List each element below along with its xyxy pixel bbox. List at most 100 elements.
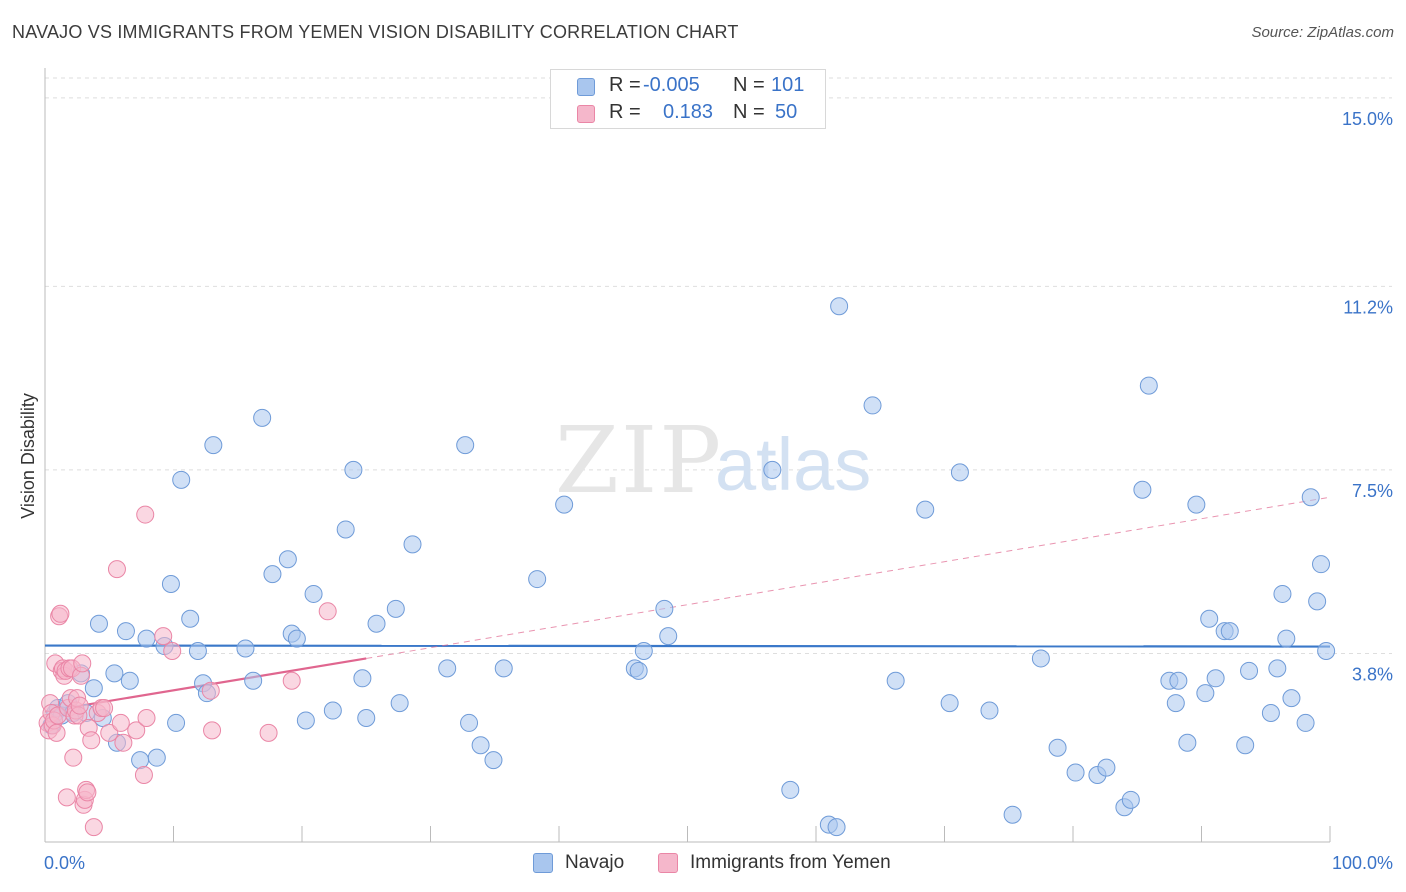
navajo-point [161, 575, 180, 594]
navajo-point [188, 642, 207, 660]
navajo-point [1312, 555, 1331, 574]
navajo-point [1200, 609, 1219, 628]
yemen-point [57, 788, 76, 807]
yemen-point [107, 560, 126, 579]
yemen-point [201, 681, 220, 700]
navajo-point [763, 460, 782, 479]
navajo-point [555, 495, 574, 514]
navajo-point [655, 599, 674, 618]
yemen-point [100, 723, 119, 742]
legend-swatch-yemen [577, 105, 595, 123]
navajo-point [323, 701, 342, 720]
navajo-point [89, 614, 108, 633]
navajo-point [244, 671, 263, 690]
x-tick-label: 0.0% [44, 853, 85, 873]
navajo-point [456, 436, 475, 455]
navajo-point [528, 570, 547, 589]
navajo-point [980, 701, 999, 720]
legend-swatch-navajo [577, 78, 595, 96]
navajo-point [287, 629, 306, 648]
yemen-point [203, 721, 222, 740]
navajo-point [116, 622, 135, 641]
navajo-point [236, 639, 255, 658]
navajo-point [1178, 733, 1197, 752]
navajo-point [1317, 642, 1336, 660]
navajo-point [1048, 738, 1067, 757]
navajo-point [1268, 659, 1287, 678]
navajo-point [1187, 495, 1206, 514]
navajo-point [1003, 805, 1022, 824]
yemen-point [154, 627, 173, 646]
legend-n-label: N = [733, 101, 765, 123]
navajo-point [84, 679, 103, 698]
y-tick-label: 15.0% [1342, 109, 1393, 129]
navajo-point [1220, 622, 1239, 641]
navajo-point [471, 736, 490, 755]
navajo-point [204, 436, 223, 455]
navajo-point [1139, 376, 1158, 395]
navajo-point [1308, 592, 1327, 611]
navajo-point [147, 748, 166, 767]
y-axis-label: Vision Disability [18, 393, 38, 519]
trend-lines [44, 496, 1331, 713]
navajo-point [296, 711, 315, 730]
navajo-point [1121, 790, 1140, 809]
bottom-legend-label-yemen: Immigrants from Yemen [690, 852, 891, 873]
navajo-point [1282, 689, 1301, 708]
navajo-point [120, 671, 139, 690]
navajo-point [438, 659, 457, 678]
navajo-point [1206, 669, 1225, 688]
yemen-point [95, 699, 114, 718]
navajo-point [1169, 671, 1188, 690]
legend-row-navajo: R = -0.005 N = 101 [551, 74, 825, 100]
y-tick-label: 3.8% [1352, 664, 1393, 684]
navajo-point [367, 614, 386, 633]
bottom-legend-swatch-navajo [533, 853, 553, 873]
bottom-legend-label-navajo: Navajo [565, 852, 625, 873]
yemen-point [136, 505, 155, 524]
navajo-point [386, 599, 405, 618]
yemen-point [64, 748, 83, 767]
navajo-point [494, 659, 513, 678]
source-label: Source: ZipAtlas.com [1251, 24, 1394, 41]
legend-n-value: 101 [771, 74, 805, 96]
yemen-trend-line-extended [366, 496, 1331, 659]
navajo-point [167, 713, 186, 732]
navajo-point [357, 708, 376, 727]
navajo-point [460, 713, 479, 732]
navajo-point [659, 627, 678, 646]
navajo-point [403, 535, 422, 554]
correlation-legend: R = -0.005 N = 101 R = 0.183 N = 50 [550, 69, 826, 129]
navajo-point [1236, 736, 1255, 755]
navajo-point [1031, 649, 1050, 668]
navajo-point [1296, 713, 1315, 732]
yemen-point [78, 783, 97, 802]
navajo-point [344, 460, 363, 479]
navajo-point [781, 780, 800, 799]
yemen-point [318, 602, 337, 621]
yemen-point [73, 654, 92, 673]
navajo-point [1301, 488, 1320, 507]
watermark-atlas: atlas [715, 423, 871, 506]
navajo-point [172, 470, 191, 489]
legend-r-value: 0.183 [663, 101, 714, 123]
navajo-point [304, 584, 323, 603]
yemen-point [163, 642, 182, 660]
navajo-point [1066, 763, 1085, 782]
watermark: ZIP atlas [555, 407, 871, 514]
navajo-point [940, 694, 959, 713]
legend-n-value: 50 [775, 101, 798, 123]
legend-r-label: R = [609, 74, 641, 96]
navajo-point [950, 463, 969, 482]
navajo-point [390, 694, 409, 713]
legend-n-label: N = [733, 74, 765, 96]
navajo-point [916, 500, 935, 519]
navajo-point [1273, 584, 1292, 603]
y-tick-label: 7.5% [1352, 481, 1393, 501]
navajo-point [827, 818, 846, 837]
legend-r-value: -0.005 [643, 74, 700, 96]
navajo-point [353, 669, 372, 688]
navajo-point [1240, 661, 1259, 680]
navajo-trend-line [44, 644, 1331, 648]
